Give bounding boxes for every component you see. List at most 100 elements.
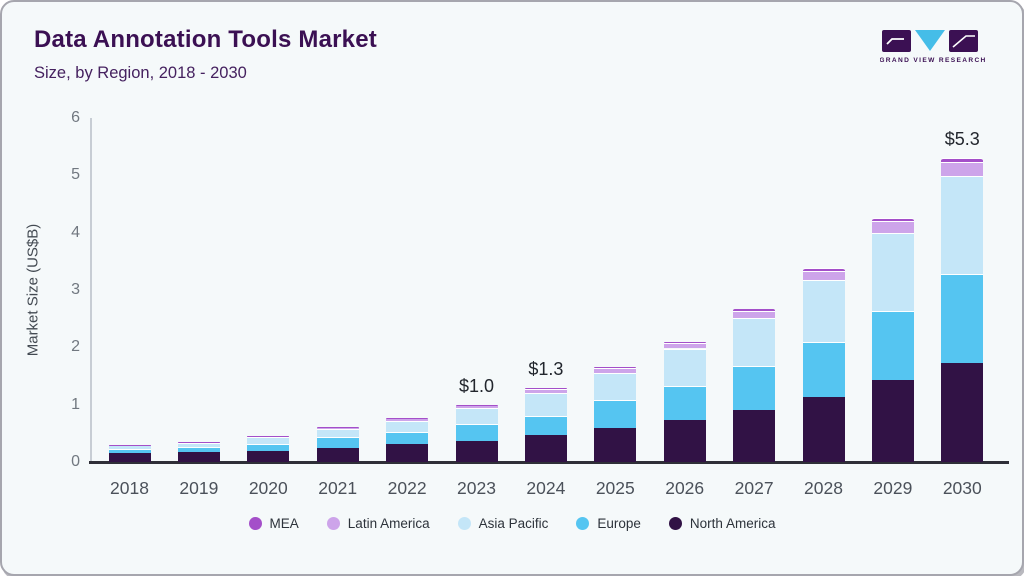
bar-segment-latin-america-2022 bbox=[386, 418, 429, 421]
bar-segment-latin-america-2027 bbox=[733, 310, 776, 319]
bar-segment-europe-2026 bbox=[663, 386, 706, 421]
gvr-logo: GRAND VIEW RESEARCH bbox=[879, 22, 986, 66]
logo-triangle-icon bbox=[915, 30, 945, 51]
bar-segment-europe-2020 bbox=[247, 443, 290, 451]
bar-segment-latin-america-2026 bbox=[663, 342, 706, 349]
y-axis-tick-label: 2 bbox=[71, 338, 80, 356]
x-axis-label: 2029 bbox=[873, 478, 913, 498]
y-axis-tick-label: 3 bbox=[71, 281, 80, 298]
legend: MEA Latin America Asia Pacific Europe North … bbox=[2, 516, 1022, 531]
bar-segment-asia-pacific-2030 bbox=[941, 175, 984, 274]
bar-segment-asia-pacific-2022 bbox=[386, 420, 429, 432]
bar-segment-asia-pacific-2019 bbox=[177, 442, 220, 447]
plot-area: 0 1 2 3 4 5 6 2018 2019 2020 2021 2022 2023 2024 2025 2… bbox=[71, 109, 1009, 498]
legend-label: Asia Pacific bbox=[478, 516, 549, 531]
y-axis-tick-label: 5 bbox=[71, 166, 80, 184]
bar-segment-north-america-2018 bbox=[108, 453, 151, 462]
bar-segment-mea-2028 bbox=[802, 268, 845, 271]
bar-segment-europe-2027 bbox=[733, 366, 776, 411]
bar-segment-north-america-2019 bbox=[177, 452, 220, 462]
bar-segment-asia-pacific-2028 bbox=[802, 280, 845, 342]
logo-wordmark: GRAND VIEW RESEARCH bbox=[880, 57, 986, 64]
legend-label: North America bbox=[689, 516, 776, 531]
bar-segment-mea-2029 bbox=[871, 217, 914, 221]
legend-item-europe: Europe bbox=[576, 516, 641, 531]
bar-segment-asia-pacific-2029 bbox=[871, 232, 914, 311]
bar-segment-europe-2029 bbox=[871, 310, 914, 381]
bar-segment-north-america-2030 bbox=[941, 363, 984, 462]
bar-segment-asia-pacific-2023 bbox=[455, 407, 498, 424]
bar-segment-mea-2026 bbox=[663, 341, 706, 343]
bar-segment-north-america-2026 bbox=[663, 420, 706, 462]
logo-left-block bbox=[882, 30, 911, 52]
logo-right-mark bbox=[952, 35, 975, 48]
bar-segment-europe-2022 bbox=[386, 431, 429, 445]
bar-segment-latin-america-2021 bbox=[316, 427, 359, 430]
page-title: Data Annotation Tools Market bbox=[34, 26, 377, 53]
bar-segment-asia-pacific-2025 bbox=[594, 373, 637, 401]
bar-segment-latin-america-2024 bbox=[524, 388, 567, 393]
y-axis-tick-label: 1 bbox=[71, 395, 80, 413]
x-axis-label: 2027 bbox=[734, 478, 774, 498]
x-axis-label: 2022 bbox=[387, 478, 427, 498]
logo-left-mark bbox=[886, 38, 904, 45]
gvr-logo-icon: GRAND VIEW RESEARCH bbox=[879, 30, 986, 64]
bar-segment-asia-pacific-2026 bbox=[663, 348, 706, 387]
bar-segment-mea-2023 bbox=[455, 404, 498, 406]
bar-segment-europe-2024 bbox=[524, 415, 567, 436]
bar-segment-north-america-2024 bbox=[524, 435, 567, 462]
legend-label: Latin America bbox=[347, 516, 430, 531]
y-axis-tick-label: 0 bbox=[71, 453, 80, 470]
bar-segment-mea-2025 bbox=[594, 367, 637, 369]
bar-segment-asia-pacific-2027 bbox=[733, 318, 776, 367]
bar-segment-mea-2022 bbox=[386, 417, 429, 419]
logo-right-block bbox=[949, 30, 978, 52]
bar-segment-north-america-2021 bbox=[316, 448, 359, 462]
bar-segment-europe-2018 bbox=[108, 448, 151, 454]
header: Data Annotation Tools Market Size, by Re… bbox=[34, 26, 377, 83]
bar-segment-europe-2028 bbox=[802, 341, 845, 397]
legend-swatch-icon bbox=[457, 517, 471, 530]
bar-total-label: $1.0 bbox=[458, 375, 495, 396]
bar-segment-north-america-2020 bbox=[247, 450, 290, 462]
bar-segment-north-america-2027 bbox=[733, 410, 776, 462]
bar-segment-north-america-2028 bbox=[802, 396, 845, 462]
x-axis-label: 2018 bbox=[110, 478, 149, 498]
legend-swatch-icon bbox=[576, 517, 590, 530]
bar-segment-europe-2025 bbox=[594, 400, 637, 429]
y-axis-line bbox=[90, 118, 92, 464]
legend-label: Europe bbox=[597, 516, 641, 531]
legend-item-mea: MEA bbox=[248, 516, 299, 531]
x-axis-label: 2028 bbox=[804, 478, 843, 498]
x-axis-label: 2024 bbox=[526, 478, 566, 498]
legend-item-asia-pacific: Asia Pacific bbox=[457, 516, 549, 531]
bar-segment-north-america-2022 bbox=[386, 444, 429, 462]
legend-label: MEA bbox=[269, 516, 299, 531]
legend-swatch-icon bbox=[326, 517, 340, 530]
bar-segment-latin-america-2025 bbox=[594, 368, 637, 374]
x-axis-label: 2020 bbox=[248, 478, 288, 498]
legend-item-latin-america: Latin America bbox=[326, 516, 430, 531]
x-axis-label: 2026 bbox=[665, 478, 705, 498]
bar-segment-asia-pacific-2024 bbox=[524, 392, 567, 416]
bar-segment-latin-america-2020 bbox=[247, 436, 290, 438]
legend-swatch-icon bbox=[248, 517, 262, 530]
x-axis-line bbox=[89, 461, 1009, 464]
bar-segment-asia-pacific-2018 bbox=[108, 445, 151, 449]
page-subtitle: Size, by Region, 2018 - 2030 bbox=[34, 64, 247, 82]
legend-swatch-icon bbox=[668, 517, 682, 530]
y-axis-title: Market Size (US$B) bbox=[24, 223, 42, 357]
bar-segment-north-america-2025 bbox=[594, 428, 637, 462]
bar-segment-latin-america-2023 bbox=[455, 405, 498, 408]
y-axis-tick-label: 6 bbox=[71, 109, 80, 126]
bar-segment-asia-pacific-2020 bbox=[247, 437, 290, 444]
bar-segment-mea-2027 bbox=[733, 308, 776, 311]
bar-segment-europe-2019 bbox=[177, 446, 220, 453]
bar-segment-latin-america-2028 bbox=[802, 270, 845, 281]
y-axis-tick-label: 4 bbox=[71, 223, 80, 241]
bar-segment-latin-america-2019 bbox=[177, 441, 220, 443]
x-axis-label: 2019 bbox=[179, 478, 219, 498]
bar-segment-europe-2023 bbox=[455, 423, 498, 441]
bar-segment-north-america-2023 bbox=[455, 440, 498, 462]
